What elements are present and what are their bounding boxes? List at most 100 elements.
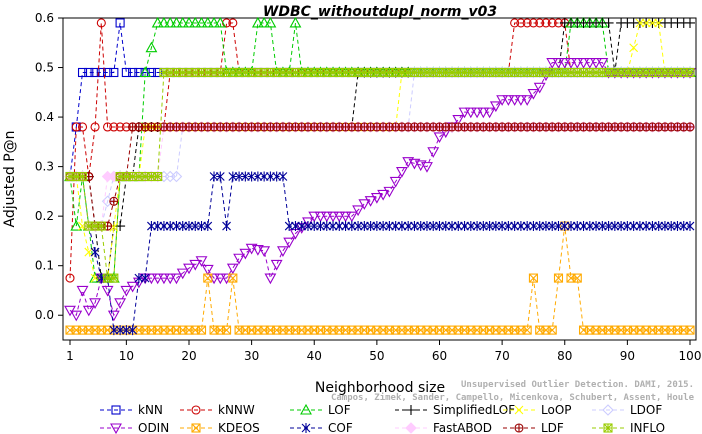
data-point-cof [685, 221, 695, 232]
data-point-odin [358, 199, 371, 210]
data-point-loop [635, 18, 645, 28]
data-point-odin [364, 196, 377, 207]
data-point-knn [115, 18, 125, 28]
x-tick-label: 50 [369, 349, 384, 363]
data-point-odin [170, 273, 183, 285]
data-point-lof [183, 16, 195, 28]
data-point-knn [84, 67, 94, 78]
legend-item-ldof: LDOF [592, 403, 662, 417]
data-point-cof [591, 221, 601, 232]
legend-label: FastABOD [433, 421, 492, 434]
data-point-odin [201, 264, 214, 276]
x-axis-label: Neighborhood size [315, 380, 445, 396]
credit-text: Unsupervised Outlier Detection. DAMI, 20… [331, 379, 694, 405]
legend-label: kNNW [218, 403, 255, 417]
data-point-cof [385, 221, 394, 232]
legend-item-knnw: kNNW [180, 403, 255, 417]
legend-item-ldf: LDF [503, 421, 564, 434]
data-point-odin [477, 107, 490, 119]
data-point-lof [170, 16, 183, 28]
data-point-loop [84, 247, 94, 257]
data-point-knn [103, 67, 113, 78]
data-point-odin [483, 107, 496, 119]
data-point-loop [648, 18, 657, 28]
data-point-knnw [228, 18, 238, 28]
data-point-cof [121, 325, 131, 336]
data-point-odin [308, 211, 321, 223]
data-point-cof [128, 325, 138, 336]
y-tick-label: 0.3 [35, 160, 54, 174]
data-point-lof [251, 16, 264, 28]
data-point-cof [497, 221, 507, 232]
data-point-odin [370, 193, 383, 204]
data-point-cof [153, 221, 163, 232]
data-point-kdeos [685, 325, 695, 335]
data-point-odin [596, 58, 609, 69]
data-point-odin [270, 259, 283, 271]
data-point-odin [76, 285, 89, 297]
data-point-odin [164, 273, 177, 285]
data-point-cof [222, 221, 231, 232]
series-layer [64, 16, 696, 336]
data-point-odin [546, 58, 559, 69]
data-point-cof [673, 221, 682, 232]
data-point-knnw [71, 122, 81, 132]
x-tick-label: 70 [494, 349, 509, 363]
legend-item-knn: kNN [100, 403, 163, 417]
series-line-loop [70, 22, 690, 279]
data-point-cof [572, 221, 582, 232]
data-point-knnw [96, 18, 106, 28]
data-point-lof [208, 16, 220, 28]
data-point-odin [521, 95, 534, 106]
data-point-cof [478, 221, 488, 232]
data-point-knn [77, 67, 88, 78]
data-point-cof [190, 221, 200, 232]
data-point-knnw [522, 18, 532, 28]
data-point-odin [214, 273, 227, 285]
data-point-inflo [109, 273, 119, 283]
data-point-odin [320, 211, 333, 223]
data-point-odin [345, 211, 358, 223]
data-point-cof [215, 171, 225, 182]
data-point-knnw [90, 122, 100, 132]
data-point-knnw [103, 122, 113, 132]
data-point-odin [464, 107, 477, 119]
data-point-knnw [65, 273, 75, 283]
data-point-cof [303, 221, 313, 232]
legend-label: KDEOS [218, 421, 260, 434]
data-point-cof [535, 221, 545, 232]
data-point-odin [283, 237, 296, 249]
data-point-odin [239, 248, 252, 260]
data-point-ldf [109, 196, 119, 206]
data-point-cof [410, 221, 419, 232]
data-point-cof [328, 221, 338, 232]
data-point-odin [433, 132, 446, 144]
legend-item-kdeos: KDEOS [180, 421, 260, 434]
data-point-cof [522, 221, 532, 232]
data-point-lof [176, 16, 189, 28]
legend-marker-simplifiedlof [406, 405, 416, 415]
credit-line-2: Campos, Zimek, Sander, Campello, Micenko… [330, 393, 694, 403]
data-point-odin [527, 88, 540, 100]
x-tick-label: 30 [244, 349, 259, 363]
credit-line-1: Unsupervised Outlier Detection. DAMI, 20… [461, 380, 694, 390]
legend-marker-odin [110, 423, 122, 434]
data-point-kdeos [203, 273, 213, 283]
data-point-knnw [541, 18, 551, 28]
legend-marker-ldof [602, 404, 614, 416]
data-point-cof [247, 171, 257, 182]
data-point-lof [158, 16, 170, 28]
data-point-cof [648, 221, 657, 232]
data-point-odin [120, 285, 133, 297]
data-point-odin [395, 167, 408, 178]
data-point-odin [70, 310, 83, 322]
legend-label: INFLO [630, 421, 665, 434]
legend-marker-loop [514, 405, 524, 415]
data-point-kdeos [196, 325, 207, 335]
data-point-lof [289, 16, 302, 28]
data-point-lof [70, 219, 83, 231]
data-point-cof [366, 221, 375, 232]
y-tick-label: 0.2 [35, 209, 54, 223]
data-point-cof [541, 221, 551, 232]
